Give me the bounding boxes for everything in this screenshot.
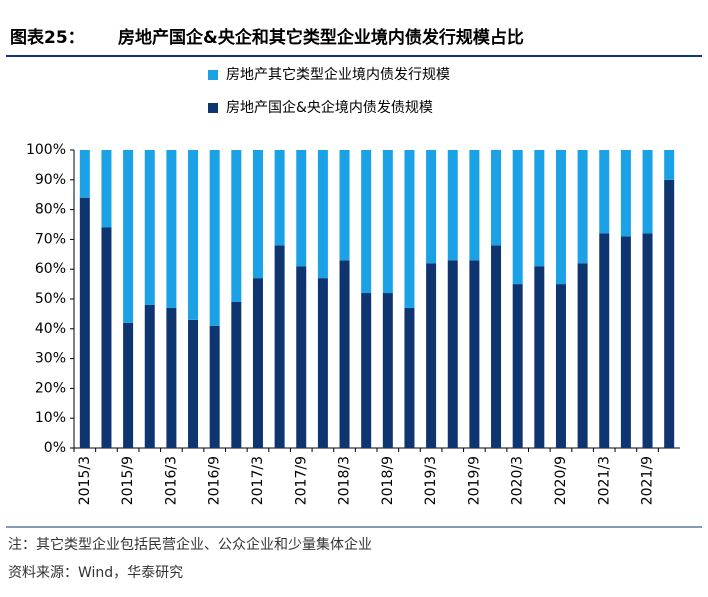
bar-segment [252, 278, 263, 448]
bar-segment [426, 263, 437, 448]
bar-segment [426, 150, 437, 264]
bar-segment [101, 227, 112, 448]
bar-segment [101, 150, 112, 228]
bar-segment [79, 197, 90, 448]
note: 注：其它类型企业包括民营企业、公众企业和少量集体企业 [8, 536, 372, 553]
y-tick-label: 40% [35, 321, 66, 337]
bar-segment [491, 150, 502, 246]
bar-segment [642, 233, 653, 448]
bar-segment [144, 150, 155, 305]
bar-segment [188, 319, 199, 448]
x-tick-label: 2018/3 [337, 456, 353, 505]
x-tick-label: 2015/9 [120, 456, 136, 505]
x-tick-label: 2016/9 [207, 456, 223, 505]
x-tick-label: 2018/9 [380, 456, 396, 505]
bar-segment [166, 150, 177, 308]
bar-segment [620, 236, 631, 448]
x-tick-label: 2019/9 [466, 456, 482, 505]
bar-segment [317, 278, 328, 448]
bar-segment [577, 263, 588, 448]
bar-segment [469, 150, 480, 261]
chart-title: 房地产国企&央企和其它类型企业境内债发行规模占比 [118, 27, 524, 48]
bar-segment [166, 307, 177, 448]
bar-segment [274, 150, 285, 246]
y-tick-label: 60% [35, 261, 66, 277]
bar-segment [555, 150, 566, 285]
bar-segment [274, 245, 285, 448]
y-tick-label: 0% [44, 440, 66, 456]
bar-segment [620, 150, 631, 237]
bar-segment [491, 245, 502, 448]
y-tick-label: 10% [35, 410, 66, 426]
legend-swatch [208, 103, 218, 113]
y-tick-label: 90% [35, 172, 66, 188]
bar-segment [231, 301, 242, 448]
bar-segment [209, 150, 220, 326]
source: 资料来源：Wind，华泰研究 [8, 565, 183, 581]
bar-segment [512, 284, 523, 448]
x-tick-label: 2021/3 [596, 456, 612, 505]
bar-segment [79, 150, 90, 198]
x-tick-label: 2019/3 [423, 456, 439, 505]
y-tick-label: 30% [35, 351, 66, 367]
bar-segment [296, 266, 307, 448]
bar-segment [382, 293, 393, 448]
legend-label: 房地产其它类型企业境内债发行规模 [226, 66, 450, 83]
bar-segment [231, 150, 242, 302]
x-tick-label: 2017/3 [250, 456, 266, 505]
bar-segment [534, 266, 545, 448]
bar-segment [252, 150, 263, 279]
bar-segment [339, 150, 350, 261]
x-tick-label: 2020/3 [510, 456, 526, 505]
bar-segment [361, 293, 372, 448]
chart-title-label: 图表25： [10, 27, 85, 48]
bar-segment [447, 150, 458, 261]
bar-segment [382, 150, 393, 294]
bar-segment [599, 150, 610, 234]
bar-segment [664, 150, 675, 180]
bar-segment [209, 325, 220, 448]
y-tick-label: 50% [35, 291, 66, 307]
bar-segment [123, 322, 134, 448]
bar-segment [404, 150, 415, 308]
bar-segment [642, 150, 653, 234]
x-tick-label: 2020/9 [553, 456, 569, 505]
bar-segment [361, 150, 372, 294]
bar-segment [512, 150, 523, 285]
bar-segment [339, 260, 350, 448]
bar-segment [188, 150, 199, 320]
bar-segment [404, 307, 415, 448]
bar-segment [469, 260, 480, 448]
legend-swatch [208, 70, 218, 80]
bar-segment [123, 150, 134, 323]
bar-segment [555, 284, 566, 448]
x-tick-label: 2015/3 [77, 456, 93, 505]
bar-segment [534, 150, 545, 267]
x-tick-label: 2017/9 [293, 456, 309, 505]
bar-segment [577, 150, 588, 264]
bar-segment [296, 150, 307, 267]
y-tick-label: 20% [35, 380, 66, 396]
y-tick-label: 100% [26, 142, 66, 158]
bar-segment [317, 150, 328, 279]
x-tick-label: 2016/3 [163, 456, 179, 505]
bar-segment [599, 233, 610, 448]
y-tick-label: 80% [35, 202, 66, 218]
bar-segment [447, 260, 458, 448]
legend-label: 房地产国企&央企境内债发债规模 [226, 99, 433, 116]
y-tick-label: 70% [35, 231, 66, 247]
x-tick-label: 2021/9 [640, 456, 656, 505]
bar-segment [664, 179, 675, 449]
bar-segment [144, 304, 155, 448]
